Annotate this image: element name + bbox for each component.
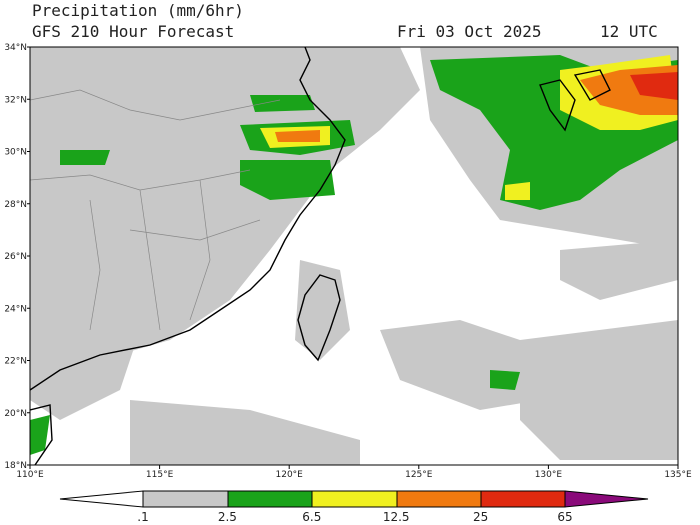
date: Fri 03 Oct 2025 — [397, 22, 542, 41]
colorbar — [59, 490, 649, 508]
colorbar-label: 25 — [473, 510, 488, 524]
colorbar-label: 6.5 — [302, 510, 321, 524]
lat-label: 26°N — [4, 252, 27, 262]
lat-label: 20°N — [4, 409, 27, 419]
lat-label: 18°N — [4, 461, 27, 471]
lat-label: 32°N — [4, 95, 27, 105]
lon-label: 110°E — [16, 470, 44, 480]
colorbar-label: 65 — [557, 510, 572, 524]
lat-label: 34°N — [4, 43, 27, 53]
map-area — [29, 46, 679, 466]
colorbar-label: .1 — [137, 510, 148, 524]
lat-label: 30°N — [4, 148, 27, 158]
lat-label: 28°N — [4, 200, 27, 210]
lon-label: 115°E — [146, 470, 174, 480]
title: Precipitation (mm/6hr) — [32, 1, 244, 20]
lat-label: 22°N — [4, 357, 27, 367]
lon-label: 130°E — [535, 470, 563, 480]
lat-label: 24°N — [4, 304, 27, 314]
colorbar-label: 2.5 — [218, 510, 237, 524]
subtitle: GFS 210 Hour Forecast — [32, 22, 234, 41]
time: 12 UTC — [600, 22, 658, 41]
lon-label: 135°E — [664, 470, 692, 480]
colorbar-label: 12.5 — [383, 510, 410, 524]
lon-label: 125°E — [405, 470, 433, 480]
lon-label: 120°E — [276, 470, 304, 480]
